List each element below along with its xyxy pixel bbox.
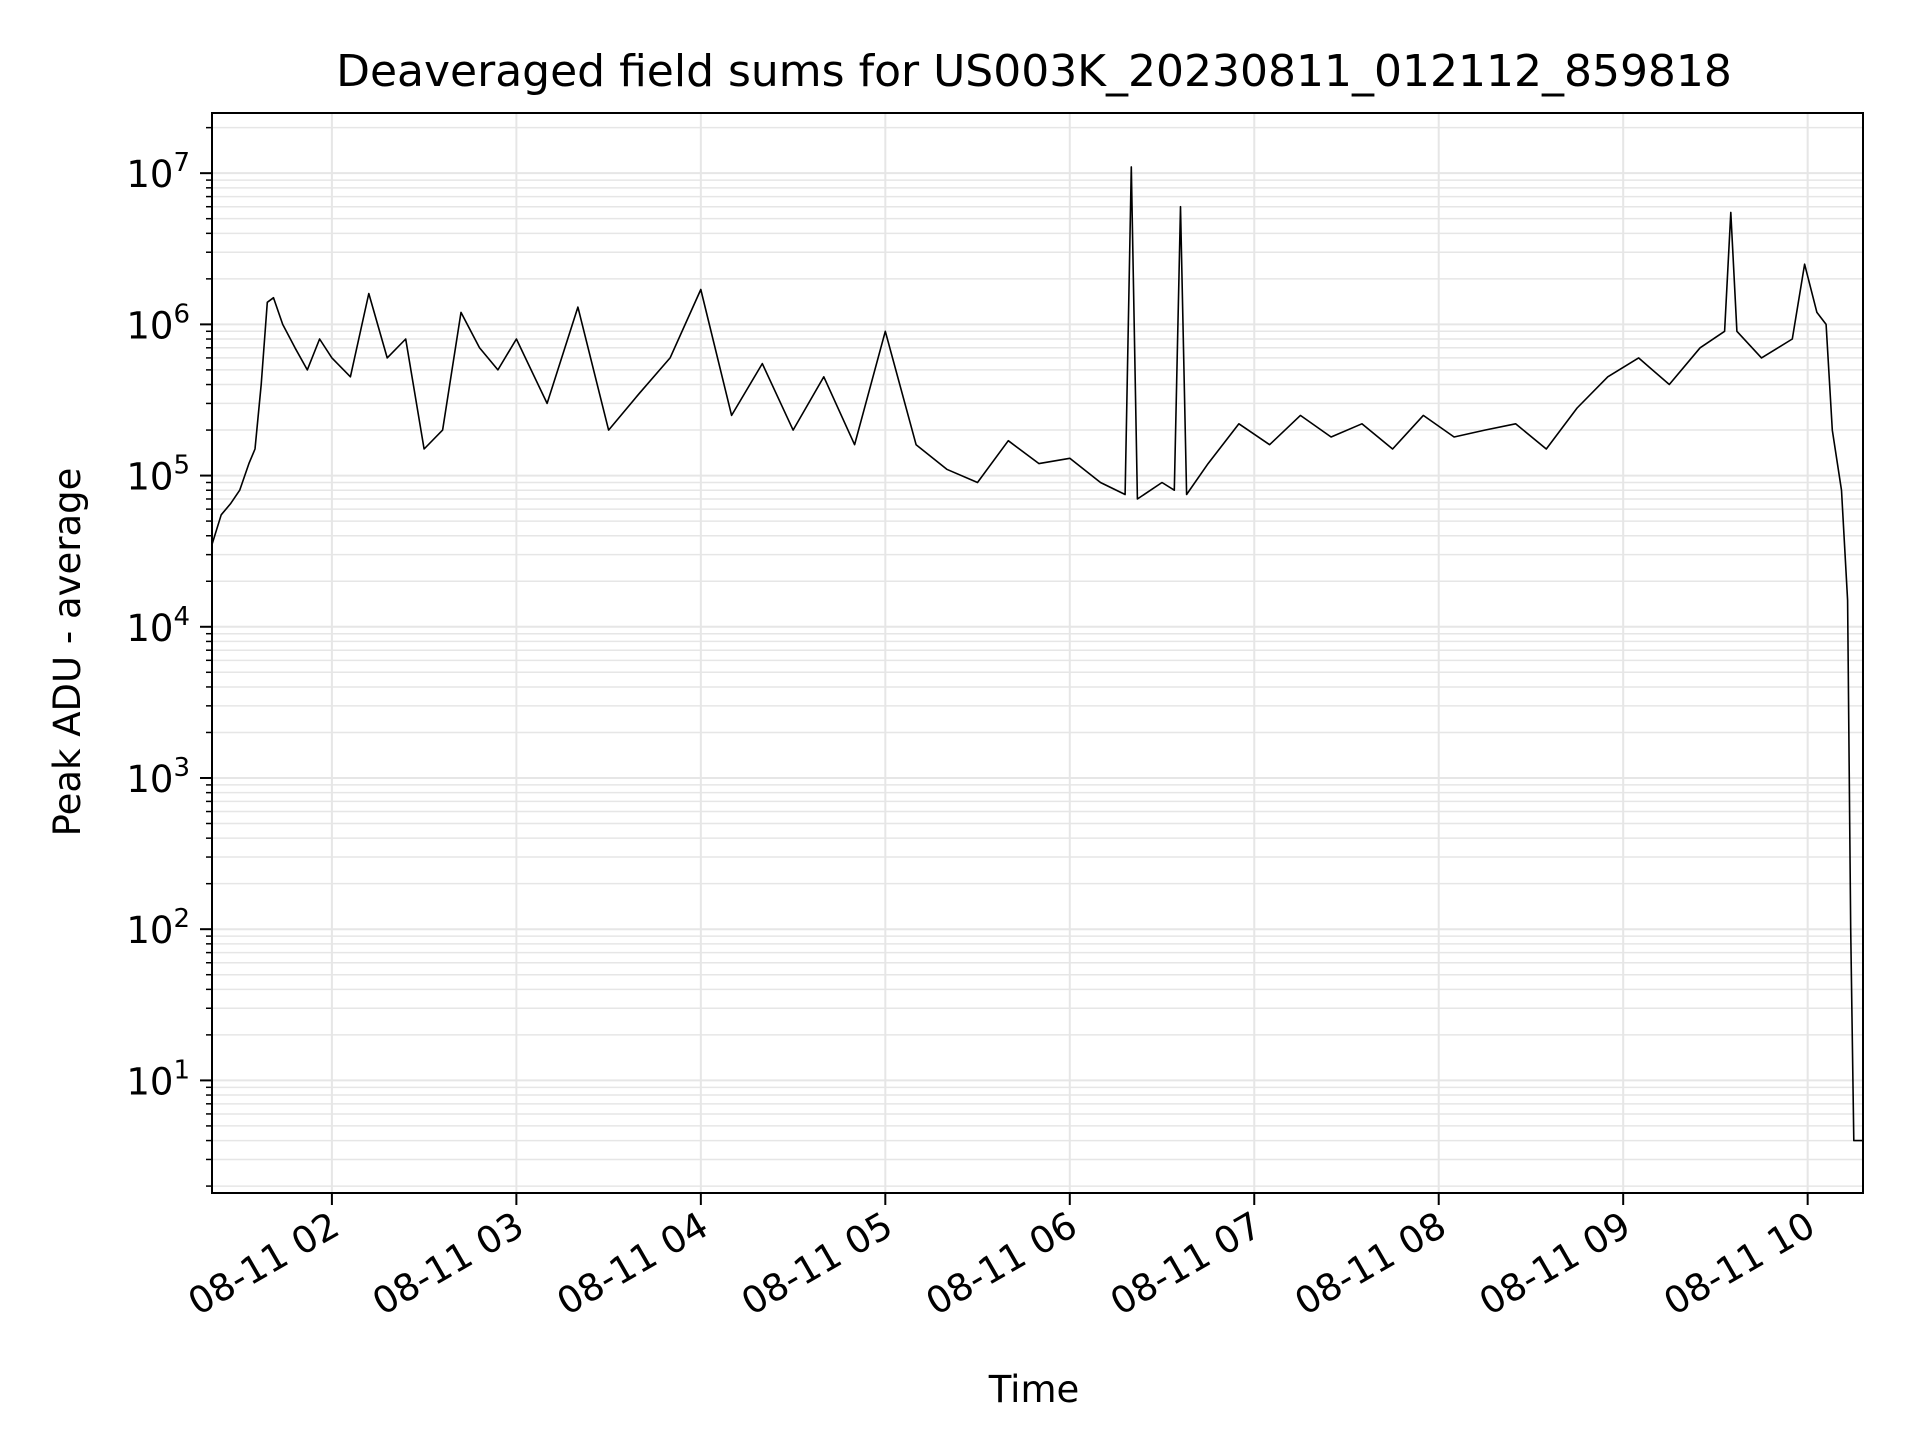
chart-title: Deaveraged field sums for US003K_2023081… (336, 46, 1732, 97)
grid (212, 113, 1863, 1193)
y-tick-label: 105 (126, 451, 190, 499)
y-tick-label: 107 (126, 148, 190, 196)
plot-frame (211, 112, 1864, 1194)
data-series (211, 166, 1863, 1142)
series-line (211, 166, 1863, 1142)
y-tick-label: 102 (126, 904, 190, 952)
y-axis-ticks: 101 102 103 104 105 106 107 (126, 126, 212, 1187)
y-tick-label: 106 (126, 299, 190, 347)
y-tick-label: 101 (126, 1055, 190, 1103)
y-tick-label: 104 (126, 602, 190, 650)
x-axis-label: Time (988, 1368, 1080, 1411)
y-tick-label: 103 (126, 753, 190, 801)
y-axis-label: Peak ADU - average (46, 468, 89, 837)
